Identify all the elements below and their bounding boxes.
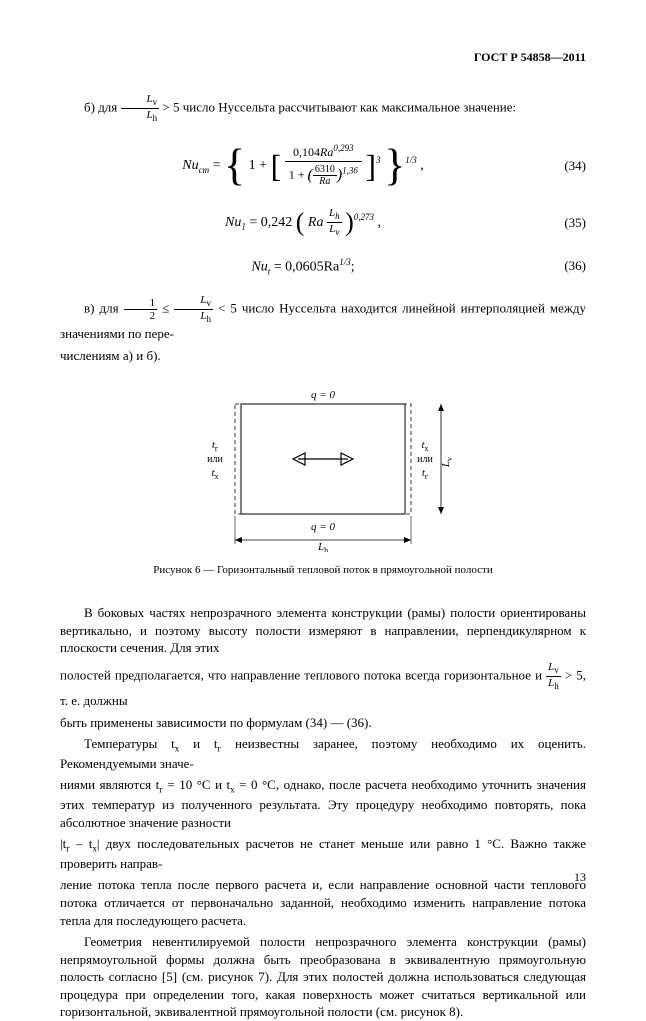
figure-6: q = 0 q = 0 tг или tх tх или tг Lv Lh — [193, 382, 453, 556]
para-v: в) для 12 ≤ LvLh < 5 число Нуссельта нах… — [60, 294, 586, 343]
eqnum: (35) — [546, 215, 586, 231]
svg-text:q = 0: q = 0 — [311, 389, 335, 401]
equation-35: Nu1 = 0,242 ( Ra Lh Lv )0,273 , (35) — [60, 207, 586, 238]
text: б) для — [84, 100, 121, 115]
text: > 5 число Нуссельта рассчитывают как мак… — [162, 100, 516, 115]
svg-text:tг: tг — [422, 467, 429, 481]
para-b: б) для Lv Lh > 5 число Нуссельта рассчит… — [60, 93, 586, 124]
equation-36: Nut = 0,0605Ra1/3; (36) — [60, 257, 586, 276]
fraction-lv-lh: Lv Lh — [121, 93, 160, 124]
svg-text:tг: tг — [212, 439, 219, 453]
body-para: Температуры tх и tг неизвестны заранее, … — [60, 735, 586, 772]
figure-6-caption: Рисунок 6 — Горизонтальный тепловой пото… — [60, 564, 586, 576]
svg-text:или: или — [207, 454, 223, 465]
body-para: |tг – tх| двух последовательных расчетов… — [60, 835, 586, 872]
svg-text:Lv: Lv — [440, 457, 453, 468]
svg-text:q = 0: q = 0 — [311, 521, 335, 533]
body-para: быть применены зависимости по формулам (… — [60, 714, 586, 732]
svg-text:tх: tх — [211, 467, 218, 481]
body-para: полостей предполагается, что направление… — [60, 661, 586, 710]
body-para: ление потока тепла после первого расчета… — [60, 876, 586, 929]
eqnum: (34) — [546, 158, 586, 174]
eqnum: (36) — [546, 258, 586, 274]
body-para: В боковых частях непрозрачного элемента … — [60, 604, 586, 657]
equation-34: Nuст = { 1 + [ 0,104Ra0,293 1 + (6310Ra)… — [60, 142, 586, 189]
body-para: Геометрия невентилируемой полости непроз… — [60, 933, 586, 1021]
document-header: ГОСТ Р 54858—2011 — [60, 50, 586, 65]
svg-text:tх: tх — [421, 439, 428, 453]
svg-text:Lh: Lh — [317, 541, 328, 552]
svg-text:или: или — [417, 454, 433, 465]
para-v-cont: числениям а) и б). — [60, 347, 586, 365]
body-para: ниями являются tг = 10 °C и tх = 0 °C, о… — [60, 776, 586, 831]
page-number: 13 — [574, 870, 586, 885]
